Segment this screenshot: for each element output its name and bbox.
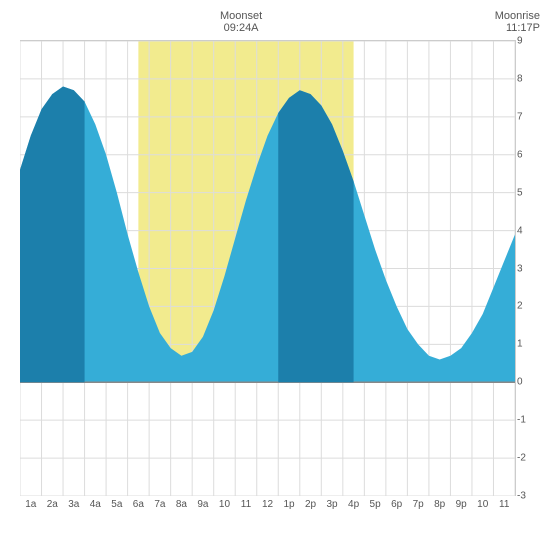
x-tick-label: 4p	[348, 499, 359, 510]
moonrise-time: 11:17P	[495, 22, 540, 34]
x-tick-label: 10	[477, 499, 488, 510]
x-tick-label: 6p	[391, 499, 402, 510]
x-tick-label: 2a	[47, 499, 58, 510]
moonset-label: Moonset	[220, 10, 262, 22]
tide-chart: Moonset 09:24A Moonrise 11:17P 987654321…	[10, 10, 540, 540]
x-tick-label: 4a	[90, 499, 101, 510]
x-tick-label: 11	[241, 499, 251, 510]
y-tick-label: 5	[517, 187, 535, 198]
moonrise-label: Moonrise	[495, 10, 540, 22]
y-tick-label: 9	[517, 36, 535, 47]
x-tick-label: 1a	[25, 499, 36, 510]
plot-area: 9876543210-1-2-3 1a2a3a4a5a6a7a8a9a10111…	[20, 40, 516, 496]
y-tick-label: -1	[517, 415, 535, 426]
plot-svg	[20, 41, 515, 496]
y-tick-label: 2	[517, 301, 535, 312]
x-tick-label: 8p	[434, 499, 445, 510]
y-axis: 9876543210-1-2-3	[517, 41, 535, 496]
y-tick-label: 7	[517, 111, 535, 122]
y-tick-label: 6	[517, 149, 535, 160]
x-tick-label: 11	[499, 499, 509, 510]
x-tick-label: 9a	[197, 499, 208, 510]
x-tick-label: 7p	[413, 499, 424, 510]
x-tick-label: 1p	[283, 499, 294, 510]
x-tick-label: 9p	[456, 499, 467, 510]
x-tick-label: 12	[262, 499, 273, 510]
y-tick-label: 8	[517, 73, 535, 84]
x-tick-label: 6a	[133, 499, 144, 510]
y-tick-label: 0	[517, 377, 535, 388]
x-tick-label: 3a	[68, 499, 79, 510]
moonset-block: Moonset 09:24A	[220, 10, 262, 34]
y-tick-label: -3	[517, 491, 535, 502]
x-axis: 1a 2a 3a 4a 5a 6a 7a 8a 9a 10 11 12 1p 2p 3p 4p 5p 6p 7p 8p…	[20, 499, 515, 514]
x-tick-label: 3p	[327, 499, 338, 510]
y-tick-label: 1	[517, 339, 535, 350]
x-tick-label: 8a	[176, 499, 187, 510]
x-tick-label: 5a	[111, 499, 122, 510]
y-tick-label: -2	[517, 453, 535, 464]
moonrise-block: Moonrise 11:17P	[495, 10, 540, 34]
moonset-time: 09:24A	[220, 22, 262, 34]
y-tick-label: 4	[517, 225, 535, 236]
x-tick-label: 5p	[370, 499, 381, 510]
y-tick-label: 3	[517, 263, 535, 274]
x-tick-label: 10	[219, 499, 230, 510]
x-tick-label: 7a	[154, 499, 165, 510]
x-tick-label: 2p	[305, 499, 316, 510]
chart-header: Moonset 09:24A Moonrise 11:17P	[10, 10, 540, 40]
